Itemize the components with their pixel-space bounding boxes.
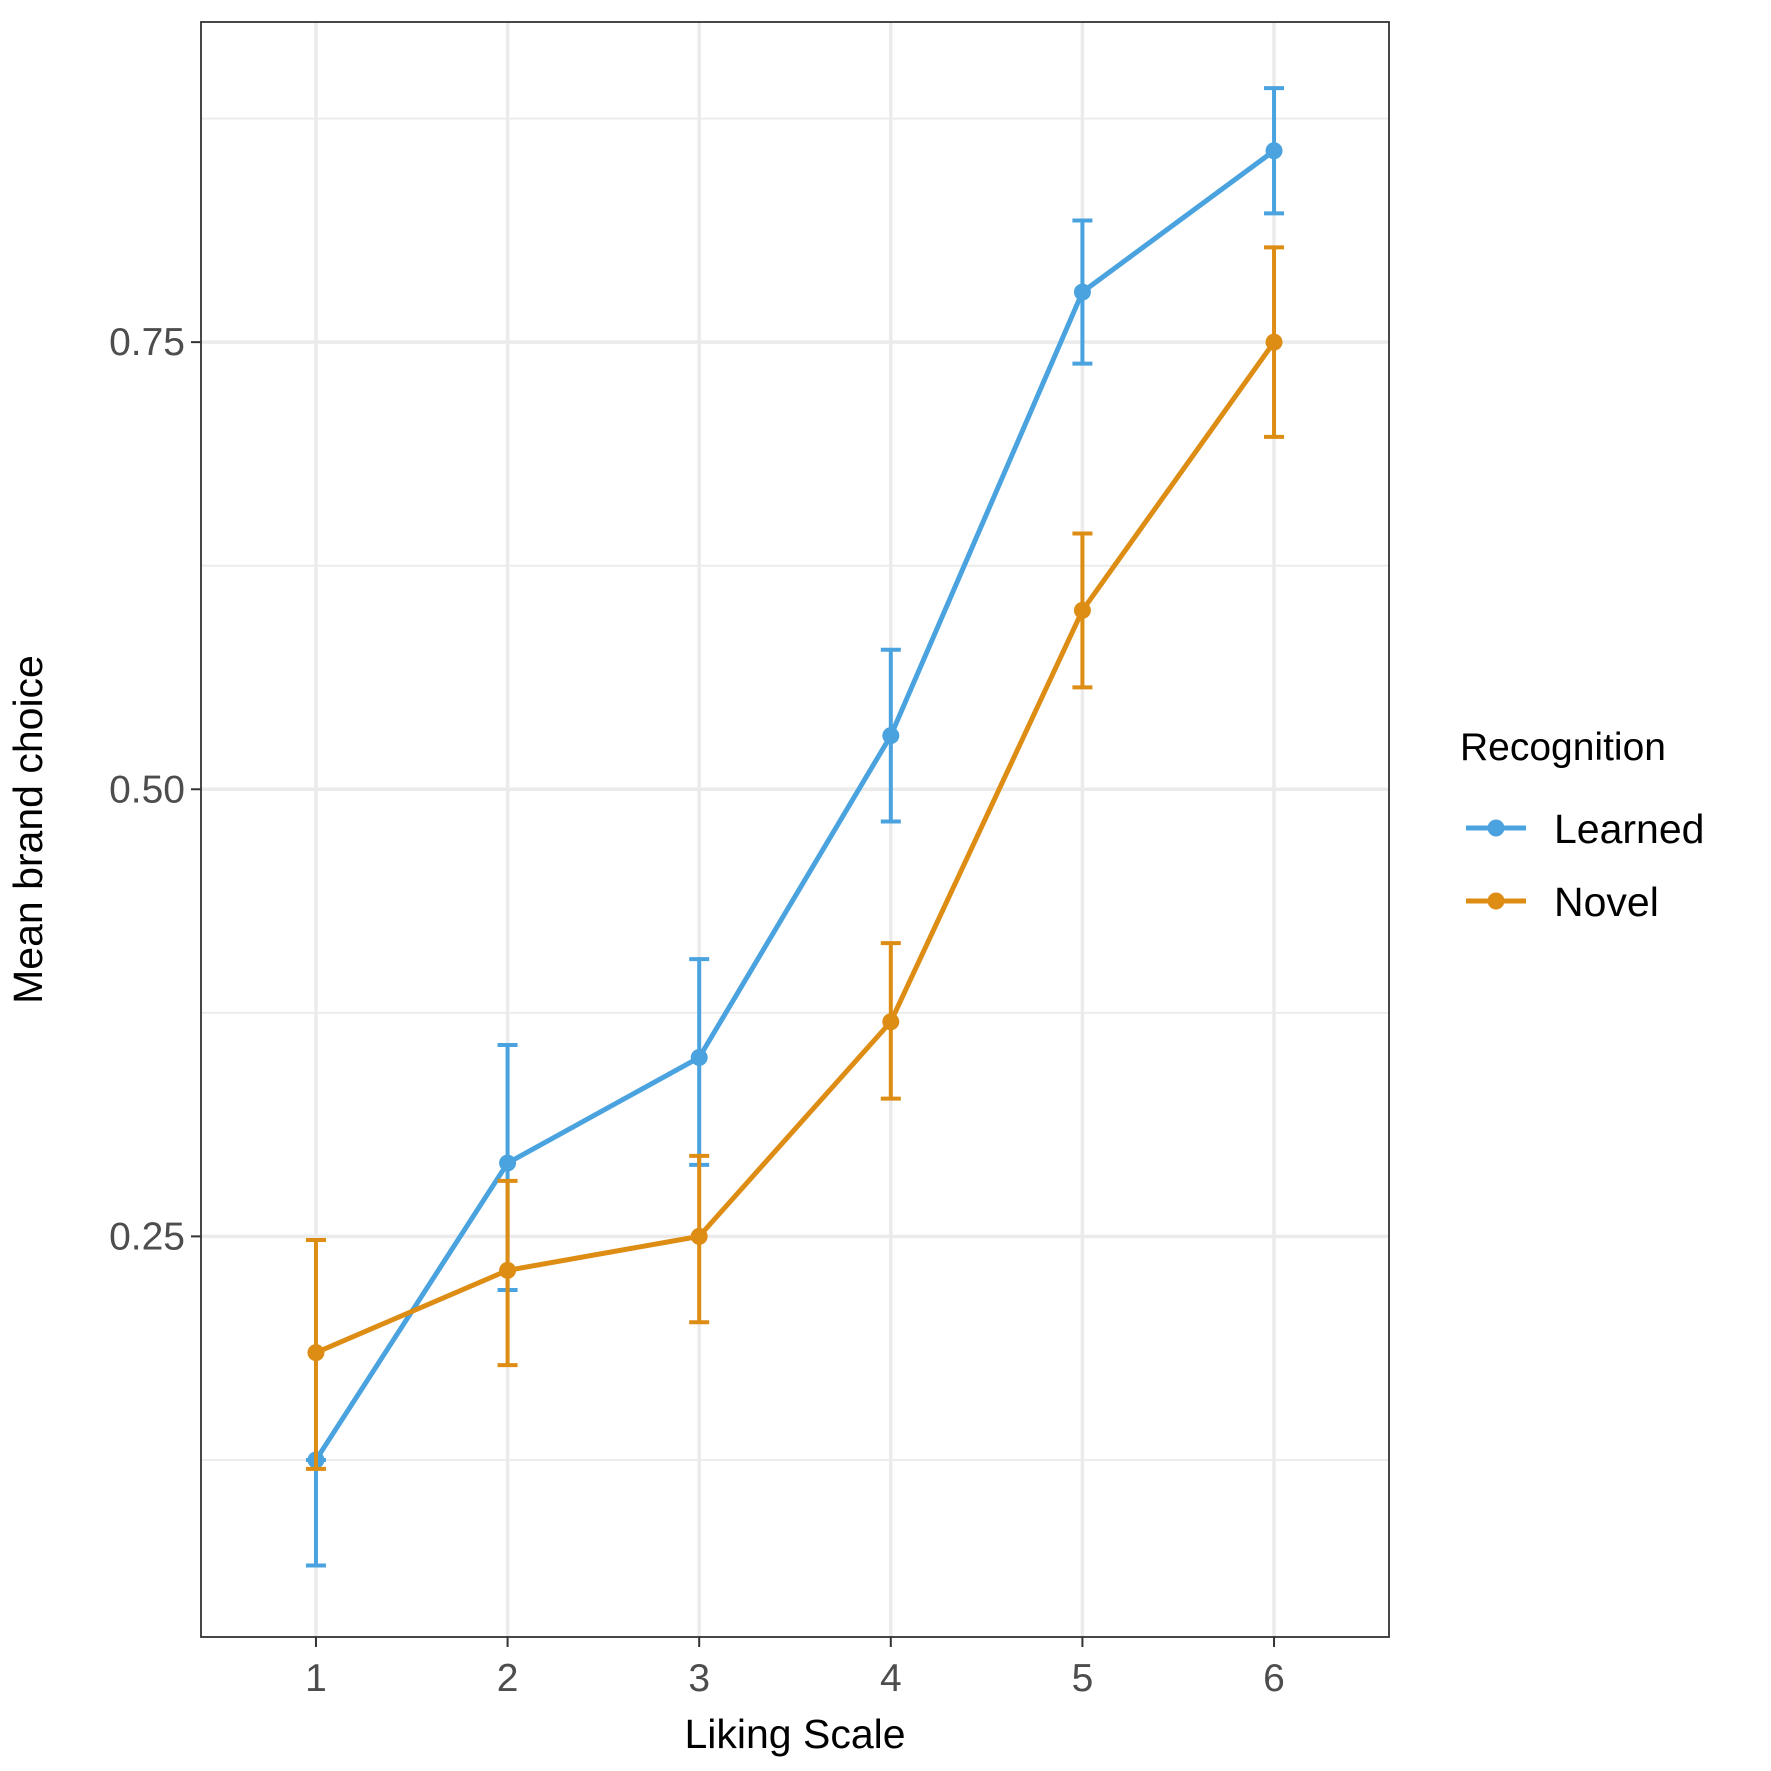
x-tick-label: 3 [688, 1657, 710, 1700]
legend-item-novel: Novel [1466, 879, 1659, 925]
data-point [690, 1227, 708, 1245]
x-axis-title: Liking Scale [684, 1711, 905, 1757]
legend-label: Learned [1554, 806, 1704, 852]
data-point [882, 1013, 900, 1031]
series-novel [305, 245, 1285, 1471]
x-tick-label: 2 [497, 1657, 519, 1700]
legend-item-learned: Learned [1466, 806, 1704, 852]
legend-key-point [1487, 819, 1505, 837]
x-tick-label: 4 [880, 1657, 902, 1700]
data-point [882, 727, 900, 745]
legend: Recognition Learned Novel [1460, 726, 1704, 925]
data-point [690, 1049, 708, 1067]
x-tick-label: 6 [1263, 1657, 1285, 1700]
y-tick-label: 0.75 [109, 321, 185, 364]
axes: 0.25 0.50 0.75 1 2 3 4 5 6 [109, 321, 1285, 1700]
data-point [1073, 601, 1091, 619]
series-layer [305, 86, 1285, 1568]
plot-panel-border [200, 21, 1390, 1638]
minor-gridlines [201, 117, 1389, 1461]
legend-key-point [1487, 892, 1505, 910]
y-axis-title: Mean brand choice [5, 655, 51, 1004]
series-learned [305, 86, 1285, 1568]
legend-title: Recognition [1460, 726, 1666, 769]
y-tick-label: 0.25 [109, 1215, 185, 1258]
data-point [307, 1344, 325, 1362]
data-point [1073, 283, 1091, 301]
series-line [313, 148, 1276, 1462]
y-tick-label: 0.50 [109, 768, 185, 811]
legend-label: Novel [1554, 879, 1659, 925]
data-point [1265, 333, 1283, 351]
data-point [499, 1261, 517, 1279]
x-tick-label: 1 [305, 1657, 327, 1700]
x-tick-label: 5 [1072, 1657, 1094, 1700]
data-point [1265, 142, 1283, 160]
series-line [314, 340, 1277, 1355]
data-point [499, 1154, 517, 1172]
